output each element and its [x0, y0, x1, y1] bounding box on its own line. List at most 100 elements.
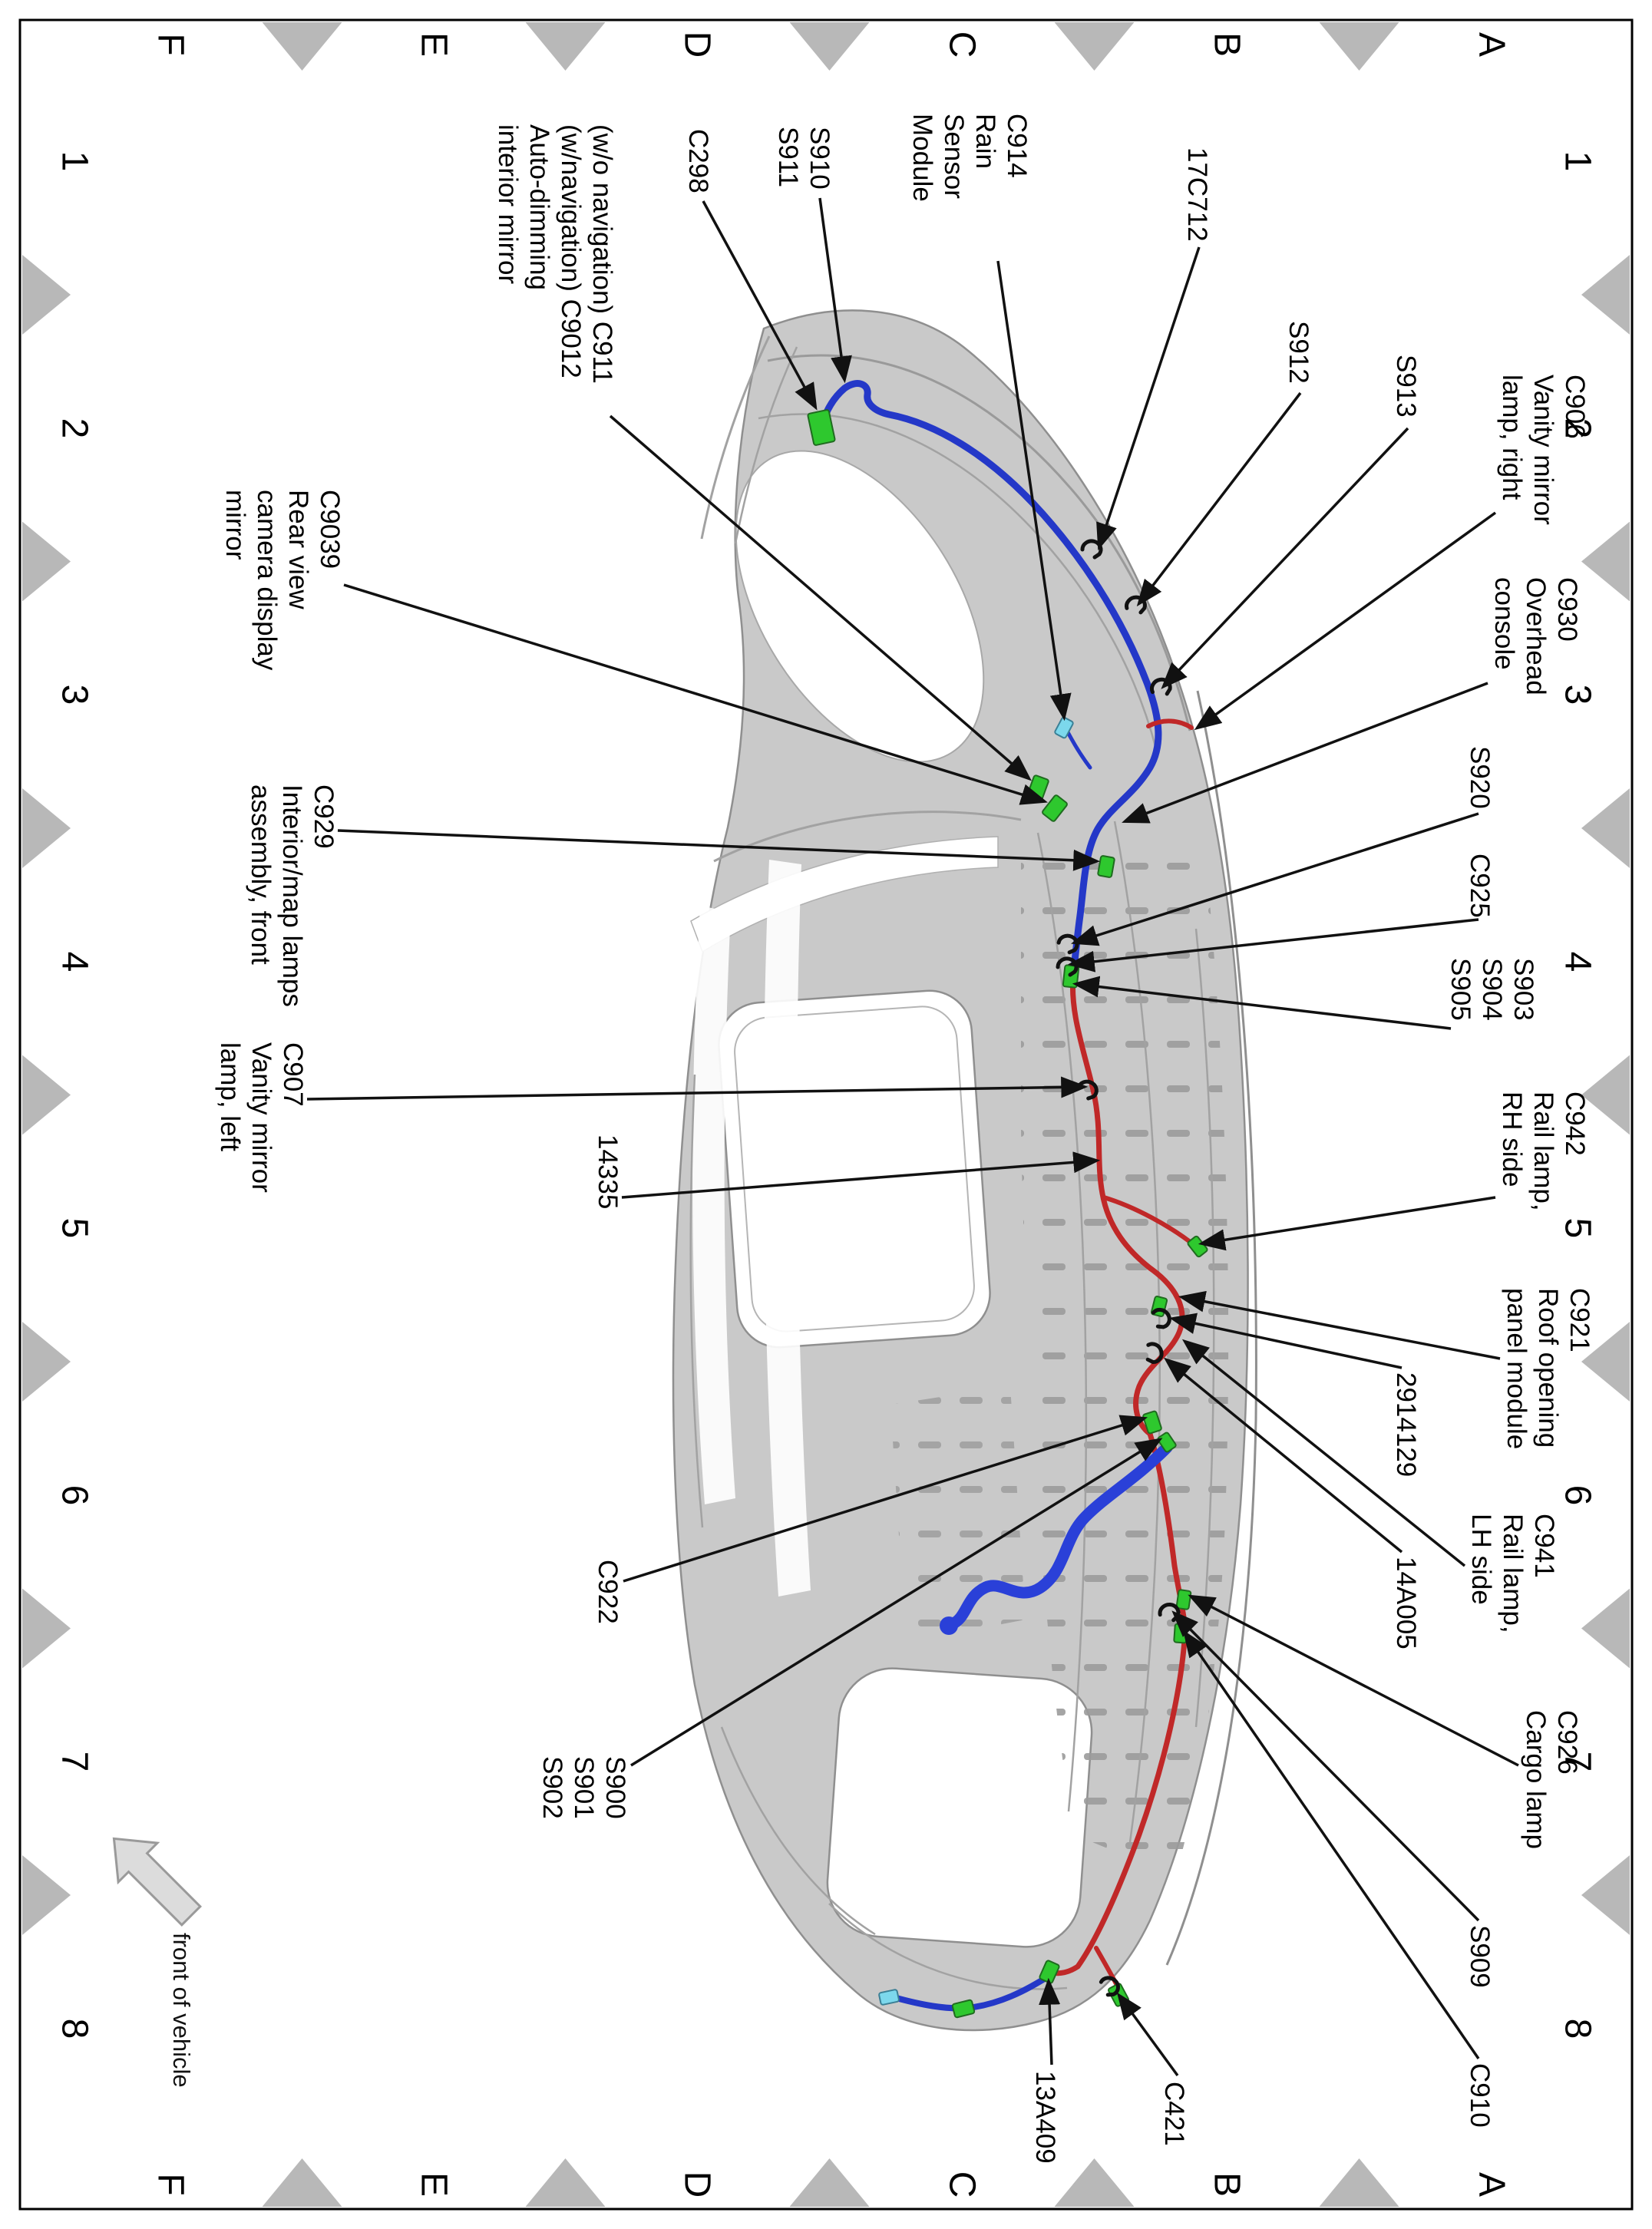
grid-number-right-1: 1 — [1557, 150, 1598, 172]
grid-marker — [1581, 255, 1630, 335]
callout-label-c910: C910 — [1465, 2063, 1495, 2128]
callout-arrow-c914 — [996, 260, 1072, 722]
grid-marker — [1581, 1055, 1630, 1135]
callout-label-c921: C921 Roof opening panel module — [1502, 1288, 1594, 1450]
grid-letter-top-D: D — [676, 31, 718, 58]
grid-marker — [1054, 22, 1135, 71]
grid-number-right-8: 8 — [1557, 2018, 1598, 2039]
callout-arrow-c930 — [1122, 682, 1488, 824]
page-frame — [18, 18, 1634, 2211]
callout-arrow-17c712 — [1096, 246, 1201, 550]
grid-number-left-1: 1 — [54, 150, 95, 172]
roof-opening-cutout — [718, 989, 991, 1349]
callout-label-c9039: C9039 Rear view camera display mirror — [220, 490, 345, 671]
callout-label-s920: S920 — [1465, 746, 1495, 809]
grid-marker — [1581, 1322, 1630, 1402]
grid-marker — [22, 1055, 71, 1135]
callout-arrow-c926 — [1188, 1594, 1519, 1767]
callout-label-s900-s901-s902: S900 S901 S902 — [537, 1756, 630, 1819]
callout-arrow-13a409 — [1039, 1977, 1061, 2066]
callout-arrow-mirror — [609, 414, 1032, 781]
rear-cutout — [826, 1667, 1093, 1948]
callout-arrow-c421 — [1116, 1992, 1179, 2077]
grid-marker — [1581, 788, 1630, 868]
callout-arrow-c906 — [1194, 511, 1497, 731]
grid-number-left-2: 2 — [54, 418, 95, 439]
callout-arrow-s920 — [1070, 812, 1479, 946]
callout-label-14335: 14335 — [593, 1134, 623, 1210]
callout-arrow-c942 — [1198, 1196, 1496, 1251]
callout-label-c941: C941 Rail lamp, LH side — [1466, 1514, 1559, 1633]
grid-number-left-7: 7 — [54, 1751, 95, 1772]
grid-marker — [525, 22, 606, 71]
connector-mirror-b — [1042, 794, 1068, 822]
grid-marker — [1581, 1855, 1630, 1935]
grid-number-left-3: 3 — [54, 684, 95, 705]
callout-label-c929: C929 Interior/map lamps assembly, front — [246, 784, 339, 1007]
callout-arrow-c941 — [1181, 1339, 1466, 1567]
callout-arrow-s900-s901-s902 — [630, 1438, 1163, 1767]
callout-arrow-c910 — [1183, 1630, 1480, 2059]
grid-marker — [1319, 22, 1399, 71]
grid-letter-bottom-E: E — [413, 2171, 454, 2198]
thick-blue-harness — [946, 1441, 1173, 1630]
callout-label-c914: C914 Rain Sensor Module — [907, 114, 1032, 202]
callout-arrow-c925 — [1067, 918, 1479, 973]
connector-C298 — [807, 409, 836, 446]
grid-letter-top-C: C — [941, 31, 983, 58]
grid-marker — [1581, 1588, 1630, 1669]
grid-letter-top-E: E — [413, 31, 454, 58]
connector-bottom-cyan — [878, 1989, 900, 2006]
connector-map-lamp — [1097, 855, 1115, 878]
callout-label-s912: S912 — [1284, 321, 1313, 384]
callout-label-s913: S913 — [1391, 355, 1421, 418]
callout-label-c930: C930 Overhead console — [1489, 577, 1582, 695]
connector-bottom-a — [951, 1999, 976, 2019]
grid-marker — [22, 521, 71, 602]
grid-marker — [262, 2158, 342, 2207]
callout-label-s903-s904-s905: S903 S904 S905 — [1446, 958, 1538, 1021]
grid-letter-bottom-C: C — [941, 2171, 983, 2198]
grid-letter-bottom-A: A — [1471, 2171, 1512, 2198]
grid-marker — [1581, 521, 1630, 602]
callout-label-c922: C922 — [593, 1560, 623, 1624]
callout-arrow-s912 — [1136, 391, 1302, 607]
callout-arrow-14335 — [621, 1151, 1101, 1199]
grid-marker — [22, 1588, 71, 1669]
grid-number-left-8: 8 — [54, 2018, 95, 2039]
callout-label-c906: C906 Vanity mirror lamp, right — [1497, 375, 1590, 525]
grid-marker — [789, 2158, 870, 2207]
grid-number-right-4: 4 — [1557, 951, 1598, 973]
grid-number-left-4: 4 — [54, 951, 95, 973]
callout-arrow-14a005 — [1163, 1357, 1403, 1554]
wire-clip — [1145, 1342, 1164, 1364]
callout-label-c926: C926 Cargo lamp — [1521, 1710, 1582, 1849]
grid-marker — [789, 22, 870, 71]
callout-arrow-c922 — [623, 1415, 1148, 1583]
callout-label-c907: C907 Vanity mirror lamp, left — [215, 1042, 308, 1193]
grid-number-right-5: 5 — [1557, 1217, 1598, 1239]
callout-label-c925: C925 — [1465, 854, 1495, 918]
callout-label-2914129: 2914129 — [1391, 1372, 1421, 1478]
grid-number-right-6: 6 — [1557, 1484, 1598, 1506]
grid-number-left-6: 6 — [54, 1484, 95, 1506]
callout-arrow-c929 — [337, 829, 1101, 871]
grid-marker — [262, 22, 342, 71]
callout-label-s910-s911: S910 S911 — [773, 127, 834, 190]
front-of-vehicle-label: front of vehicle — [168, 1933, 195, 2088]
callout-label-14a005: 14A005 — [1391, 1557, 1421, 1649]
wire-clip — [1080, 539, 1103, 560]
callout-arrow-s909 — [1171, 1610, 1480, 1922]
wire-clip — [1099, 1976, 1120, 1997]
front-of-vehicle-arrow — [112, 1837, 202, 1927]
callout-arrow-2914129 — [1168, 1313, 1403, 1369]
callout-arrow-s910-s911 — [818, 197, 852, 384]
callout-label-s909: S909 — [1465, 1925, 1495, 1988]
callout-arrow-c298 — [702, 200, 818, 411]
callout-arrow-c907 — [306, 1076, 1089, 1101]
grid-number-left-5: 5 — [54, 1217, 95, 1239]
wire-clip — [1151, 1307, 1171, 1329]
grid-marker — [1054, 2158, 1135, 2207]
callout-label-13a409: 13A409 — [1030, 2071, 1060, 2164]
